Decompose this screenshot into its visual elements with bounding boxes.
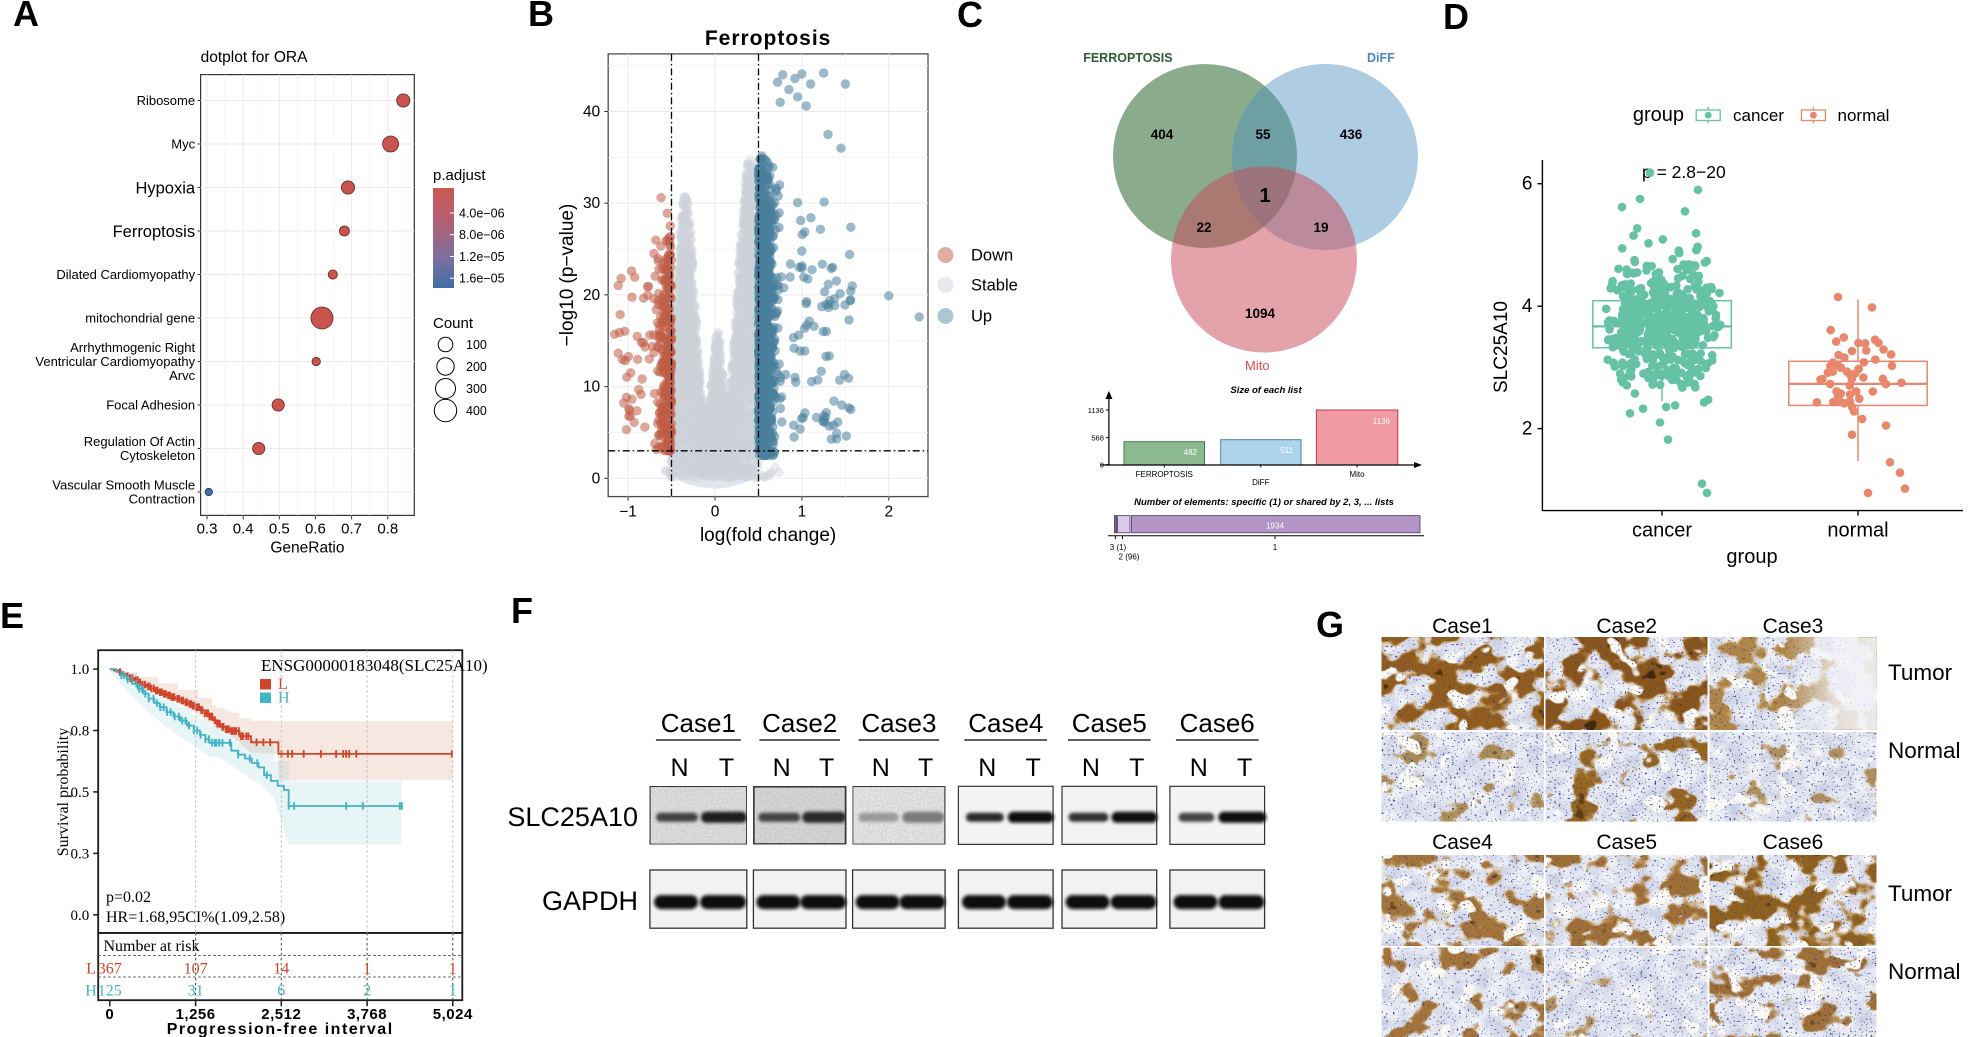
svg-text:1: 1 xyxy=(1273,543,1278,552)
svg-text:A: A xyxy=(13,0,39,34)
svg-text:Cytoskeleton: Cytoskeleton xyxy=(120,448,195,463)
svg-text:0.4: 0.4 xyxy=(233,520,254,537)
svg-text:30: 30 xyxy=(583,195,601,212)
svg-text:GeneRatio: GeneRatio xyxy=(270,539,344,556)
svg-text:−log10 (p−value): −log10 (p−value) xyxy=(557,204,578,347)
svg-text:Ventricular Cardiomyopathy: Ventricular Cardiomyopathy xyxy=(35,354,195,369)
svg-text:Regulation Of Actin: Regulation Of Actin xyxy=(84,434,195,449)
svg-text:568: 568 xyxy=(1091,434,1104,443)
svg-text:mitochondrial gene: mitochondrial gene xyxy=(85,311,195,326)
svg-text:p.adjust: p.adjust xyxy=(433,167,486,184)
svg-text:Up: Up xyxy=(971,308,992,326)
svg-text:400: 400 xyxy=(466,404,487,418)
svg-text:Ferroptosis: Ferroptosis xyxy=(705,27,832,50)
svg-text:1094: 1094 xyxy=(1245,306,1276,321)
svg-text:group: group xyxy=(1726,546,1777,568)
svg-text:SLC25A10: SLC25A10 xyxy=(1491,301,1512,393)
svg-text:dotplot for ORA: dotplot for ORA xyxy=(201,49,308,66)
svg-text:Arvc: Arvc xyxy=(169,368,196,383)
svg-text:4.0e−06: 4.0e−06 xyxy=(459,206,505,220)
svg-text:Size of each list: Size of each list xyxy=(1230,385,1302,396)
svg-text:4: 4 xyxy=(1522,296,1533,317)
svg-text:Down: Down xyxy=(971,247,1013,265)
svg-text:10: 10 xyxy=(583,379,601,396)
svg-text:Stable: Stable xyxy=(971,277,1018,295)
svg-text:p = 2.8−20: p = 2.8−20 xyxy=(1642,162,1726,182)
svg-text:300: 300 xyxy=(466,382,487,396)
svg-text:Ferroptosis: Ferroptosis xyxy=(113,223,196,241)
svg-text:DiFF: DiFF xyxy=(1252,478,1269,487)
svg-text:22: 22 xyxy=(1196,220,1211,235)
svg-text:cancer: cancer xyxy=(1632,520,1692,542)
svg-text:Arrhythmogenic Right: Arrhythmogenic Right xyxy=(70,340,195,355)
svg-text:log(fold change): log(fold change) xyxy=(700,525,836,546)
svg-text:Mito: Mito xyxy=(1349,470,1365,479)
svg-text:511: 511 xyxy=(1280,446,1293,455)
svg-text:Myc: Myc xyxy=(171,137,195,152)
svg-text:2: 2 xyxy=(1522,419,1533,440)
svg-text:F: F xyxy=(511,590,533,631)
svg-text:Hypoxia: Hypoxia xyxy=(135,179,195,197)
svg-text:20: 20 xyxy=(583,287,601,304)
svg-text:3 (1): 3 (1) xyxy=(1110,543,1127,552)
svg-text:E: E xyxy=(0,595,24,636)
svg-text:0.6: 0.6 xyxy=(305,520,326,537)
svg-text:436: 436 xyxy=(1340,127,1363,142)
svg-text:Number of elements: specific (: Number of elements: specific (1) or shar… xyxy=(1134,497,1394,508)
svg-text:1136: 1136 xyxy=(1088,406,1104,415)
svg-text:−1: −1 xyxy=(619,504,637,521)
svg-text:0: 0 xyxy=(711,504,720,521)
svg-text:cancer: cancer xyxy=(1733,106,1784,125)
svg-text:DiFF: DiFF xyxy=(1367,51,1395,65)
svg-text:1.6e−05: 1.6e−05 xyxy=(459,272,505,286)
svg-text:C: C xyxy=(957,0,983,35)
svg-text:2: 2 xyxy=(884,504,893,521)
svg-text:1.2e−05: 1.2e−05 xyxy=(459,250,505,264)
svg-text:Ribosome: Ribosome xyxy=(137,93,196,108)
svg-text:100: 100 xyxy=(466,338,487,352)
svg-text:0: 0 xyxy=(592,470,601,487)
svg-text:482: 482 xyxy=(1184,448,1198,457)
svg-text:normal: normal xyxy=(1838,106,1890,125)
svg-text:404: 404 xyxy=(1151,127,1174,142)
svg-text:Vascular Smooth Muscle: Vascular Smooth Muscle xyxy=(52,478,195,493)
svg-text:Mito: Mito xyxy=(1245,358,1270,373)
svg-text:6: 6 xyxy=(1522,174,1533,195)
svg-text:55: 55 xyxy=(1255,127,1271,142)
svg-text:8.0e−06: 8.0e−06 xyxy=(459,228,505,242)
svg-text:0.8: 0.8 xyxy=(377,520,398,537)
svg-text:B: B xyxy=(528,0,554,34)
svg-text:Contraction: Contraction xyxy=(129,492,195,507)
svg-text:Dilated Cardiomyopathy: Dilated Cardiomyopathy xyxy=(56,267,195,282)
svg-text:0: 0 xyxy=(1100,461,1104,470)
svg-text:40: 40 xyxy=(583,104,601,121)
svg-text:FERROPTOSIS: FERROPTOSIS xyxy=(1136,470,1193,479)
svg-text:0.5: 0.5 xyxy=(269,520,290,537)
svg-text:19: 19 xyxy=(1313,220,1328,235)
svg-text:Focal Adhesion: Focal Adhesion xyxy=(106,398,195,413)
svg-text:1: 1 xyxy=(798,504,807,521)
svg-text:Count: Count xyxy=(433,315,474,332)
svg-text:2 (96): 2 (96) xyxy=(1119,553,1140,562)
svg-text:D: D xyxy=(1443,0,1469,37)
svg-text:FERROPTOSIS: FERROPTOSIS xyxy=(1083,51,1172,65)
svg-text:200: 200 xyxy=(466,360,487,374)
svg-text:1136: 1136 xyxy=(1373,417,1391,426)
svg-text:normal: normal xyxy=(1827,520,1888,542)
svg-text:0.7: 0.7 xyxy=(341,520,362,537)
svg-text:1: 1 xyxy=(1259,185,1270,207)
svg-text:0.3: 0.3 xyxy=(197,520,218,537)
svg-text:G: G xyxy=(1316,604,1344,645)
svg-text:1934: 1934 xyxy=(1266,522,1284,531)
svg-text:group: group xyxy=(1633,104,1684,126)
